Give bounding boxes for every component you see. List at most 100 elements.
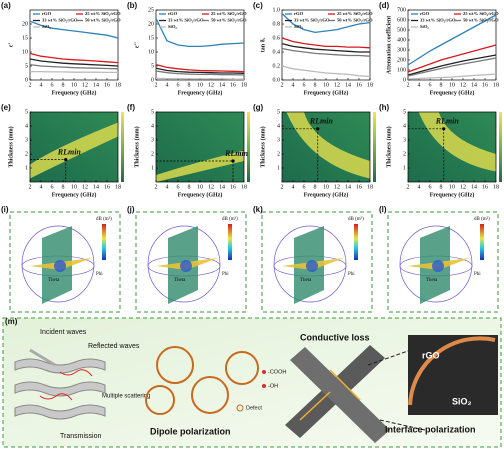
series-line <box>281 47 371 57</box>
x-tick-label: 12 <box>460 82 466 88</box>
y-tick-label: 4 <box>403 123 406 129</box>
x-tick-label: 6 <box>429 184 432 190</box>
y-tick-label: 20 <box>148 21 154 27</box>
x-tick-label: 16 <box>104 184 110 190</box>
x-tick-label: 12 <box>208 184 214 190</box>
x-axis-label: Frequency (GHz) <box>430 191 475 198</box>
y-tick-label: 2 <box>151 151 154 157</box>
y-tick-label: 1 <box>403 165 406 171</box>
series-line <box>281 13 371 34</box>
rcs-core <box>306 260 318 272</box>
x-tick-label: 8 <box>440 82 443 88</box>
y-tick-label: 0 <box>151 77 154 83</box>
x-tick-label: 8 <box>440 184 443 190</box>
x-tick-label: 16 <box>104 82 110 88</box>
rcs-unit: dB (m²) <box>348 216 364 222</box>
x-tick-label: 18 <box>493 82 499 88</box>
x-tick-label: 2 <box>281 82 284 88</box>
panel-label: (h) <box>379 103 390 112</box>
rcs-colorbar <box>480 224 484 260</box>
x-tick-label: 8 <box>62 184 65 190</box>
y-tick-label: 3 <box>277 137 280 143</box>
series-line <box>281 65 371 78</box>
x-tick-label: 16 <box>482 82 488 88</box>
rlmin-marker <box>442 127 446 131</box>
y-axis-label: ε'' <box>134 42 140 48</box>
x-tick-label: 18 <box>241 82 247 88</box>
x-tick-label: 4 <box>166 82 169 88</box>
rcs-sphere <box>21 225 95 303</box>
legend-label: 33 wt% SiO₂/rGO <box>42 18 78 23</box>
rcs-phi: Phi <box>96 272 103 277</box>
x-tick-label: 6 <box>51 82 54 88</box>
legend-label: 50 wt% SiO₂/rGO <box>337 18 373 23</box>
y-axis-label: Thickness (mm) <box>7 126 14 167</box>
legend-label: rGO <box>294 11 304 16</box>
x-tick-label: 16 <box>356 184 362 190</box>
panel: (a) 0 5 10 15 20 2 4 6 8 10 12 14 16 18 Frequency (GHz)… <box>1 1 121 96</box>
rcs-phi: Phi <box>222 272 229 277</box>
panel-label: (l) <box>379 205 387 214</box>
x-tick-label: 2 <box>407 184 410 190</box>
rlmin-marker <box>231 159 235 163</box>
panel: (c) 0.0 0.2 0.4 0.6 0.8 1.0 2 4 6 8 10 12 14 16 18 Frequ… <box>253 1 373 96</box>
x-tick-label: 14 <box>219 82 225 88</box>
rcs-unit: dB (m²) <box>222 216 238 222</box>
rlmin-marker <box>64 158 68 162</box>
panel-label: (e) <box>1 103 11 112</box>
x-tick-label: 8 <box>314 184 317 190</box>
x-tick-label: 10 <box>71 82 77 88</box>
x-tick-label: 14 <box>471 82 477 88</box>
x-tick-label: 6 <box>303 184 306 190</box>
y-tick-label: 300 <box>397 47 406 53</box>
x-tick-label: 14 <box>93 184 99 190</box>
series-line <box>281 37 371 49</box>
y-tick-label: 0.6 <box>273 35 281 41</box>
x-tick-label: 16 <box>230 82 236 88</box>
mechanism: (m) Incident waves Reflected waves Multi… <box>2 317 502 448</box>
y-tick-label: 10 <box>22 49 28 55</box>
x-tick-label: 18 <box>241 184 247 190</box>
x-tick-label: 6 <box>303 82 306 88</box>
y-tick-label: 10 <box>148 49 154 55</box>
conductive-label: Conductive loss <box>300 332 370 342</box>
x-axis-label: Frequency (GHz) <box>430 89 475 96</box>
panel: (d) 0 100 200 300 400 500 600 700 2 4 6 8 10 12 14 16 18 F… <box>379 1 499 96</box>
panel-label: (i) <box>1 205 9 214</box>
y-tick-label: 100 <box>397 67 406 73</box>
y-tick-label: 5 <box>151 63 154 69</box>
rcs-phi: Phi <box>474 272 481 277</box>
x-tick-label: 10 <box>71 184 77 190</box>
series-line <box>29 52 119 64</box>
y-tick-label: 4 <box>151 123 154 129</box>
series-line <box>29 20 119 39</box>
x-tick-label: 10 <box>323 184 329 190</box>
x-tick-label: 18 <box>367 82 373 88</box>
x-tick-label: 16 <box>356 82 362 88</box>
x-tick-label: 18 <box>367 184 373 190</box>
y-tick-label: 0.2 <box>273 63 281 69</box>
x-tick-label: 16 <box>482 184 488 190</box>
x-tick-label: 10 <box>449 82 455 88</box>
rcs-theta: Theta <box>174 278 186 283</box>
dipole-label: Dipole polarization <box>150 426 231 436</box>
x-tick-label: 2 <box>155 82 158 88</box>
legend-label: 33 wt% SiO₂/rGO <box>168 18 204 23</box>
rcs-colorbar <box>354 224 358 260</box>
x-tick-label: 4 <box>40 82 43 88</box>
x-tick-label: 10 <box>323 82 329 88</box>
series-line <box>30 70 118 74</box>
x-tick-label: 16 <box>230 184 236 190</box>
y-tick-label: 0.8 <box>273 21 281 27</box>
heatmap-band <box>418 112 496 172</box>
panel: (b) 0 5 10 15 20 25 2 4 6 8 10 12 14 16 18 Frequency (GH… <box>127 1 247 96</box>
layers <box>14 348 106 420</box>
rcs-panel: (k) dB (m²) Theta Phi <box>253 205 373 313</box>
x-tick-label: 12 <box>334 184 340 190</box>
series-line <box>281 42 370 53</box>
series-line <box>29 63 119 70</box>
colorbar <box>247 112 250 182</box>
panel-label: (c) <box>253 1 263 10</box>
rcs-core <box>180 260 192 272</box>
